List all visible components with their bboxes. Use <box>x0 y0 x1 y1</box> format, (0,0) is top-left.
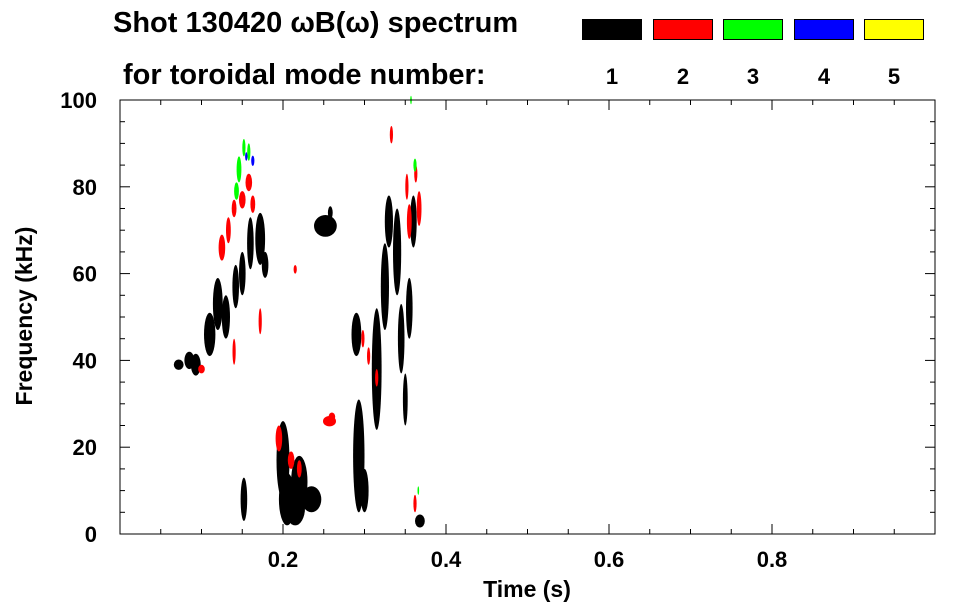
spectrum-data-layer <box>173 95 425 528</box>
spectrum-mark-mode-1-7 <box>239 251 246 296</box>
spectrum-mark-mode-1-8 <box>247 217 254 270</box>
spectrum-mark-mode-2-15 <box>361 330 365 348</box>
spectrum-mark-mode-2-0 <box>198 364 205 374</box>
chart-title-line1: Shot 130420 ωB(ω) spectrum <box>113 7 519 39</box>
spectrum-mark-mode-2-11 <box>296 460 302 478</box>
y-tick-label: 60 <box>73 262 97 287</box>
spectrum-mark-mode-1-27 <box>402 373 408 426</box>
y-tick-label: 40 <box>73 348 97 373</box>
spectrum-mark-mode-1-18 <box>327 206 333 220</box>
spectrum-mark-mode-2-14 <box>293 265 297 274</box>
spectrum-mark-mode-1-4 <box>212 278 223 330</box>
spectrum-mark-mode-2-5 <box>245 173 253 192</box>
spectrum-mark-mode-1-19 <box>351 312 362 357</box>
legend-label-mode-1: 1 <box>605 64 619 89</box>
spectrum-mark-mode-2-7 <box>232 338 236 365</box>
x-tick-label: 0.6 <box>594 547 625 572</box>
spectrum-mark-mode-2-13 <box>328 412 336 422</box>
spectrum-mark-mode-1-17 <box>314 215 337 237</box>
x-tick-label: 0.4 <box>431 547 462 572</box>
spectrum-mark-mode-2-22 <box>413 494 417 513</box>
spectrum-mark-mode-1-26 <box>397 304 405 374</box>
spectrum-mark-mode-1-6 <box>232 264 239 309</box>
legend-swatch-mode-4 <box>794 19 854 40</box>
spectrum-mark-mode-2-1 <box>218 234 226 261</box>
spectrum-mark-mode-1-29 <box>410 195 417 248</box>
x-tick-label: 0.2 <box>268 547 299 572</box>
spectrum-mark-mode-2-6 <box>250 195 256 213</box>
spectrum-mark-mode-2-9 <box>275 425 283 452</box>
legend-label-mode-3: 3 <box>746 64 760 89</box>
x-axis-title: Time (s) <box>483 576 571 602</box>
spectrum-mark-mode-1-25 <box>393 208 402 296</box>
spectrum-mark-mode-1-5 <box>221 295 230 339</box>
spectrum-mark-mode-4-1 <box>245 152 248 161</box>
spectrum-mark-mode-4-0 <box>251 155 255 166</box>
x-tick-label: 0.8 <box>757 547 788 572</box>
spectrum-mark-mode-1-11 <box>240 477 248 521</box>
legend-swatch-mode-1 <box>582 19 642 40</box>
legend-label-mode-2: 2 <box>676 64 690 89</box>
spectrum-mark-mode-2-8 <box>258 308 262 335</box>
spectrum-mark-mode-2-16 <box>367 347 371 365</box>
spectrum-mark-mode-2-23 <box>389 126 393 144</box>
spectrum-mark-mode-1-21 <box>360 468 369 513</box>
spectrum-mark-mode-2-2 <box>226 217 231 244</box>
spectrum-mark-mode-3-4 <box>413 158 417 172</box>
spectrum-mark-mode-2-18 <box>405 173 409 200</box>
spectrum-mark-mode-3-2 <box>247 143 251 161</box>
spectrum-mark-mode-2-3 <box>231 199 237 218</box>
y-axis-title: Frequency (kHz) <box>11 227 37 406</box>
spectrum-mark-mode-2-19 <box>406 204 412 239</box>
y-tick-label: 0 <box>85 522 97 547</box>
spectrum-mark-mode-2-4 <box>239 191 246 209</box>
legend-swatch-mode-3 <box>723 19 783 40</box>
y-tick-label: 80 <box>73 175 97 200</box>
spectrum-mark-mode-1-9 <box>255 212 266 265</box>
spectrum-mark-mode-1-0 <box>173 359 184 370</box>
spectrum-mark-mode-2-10 <box>287 451 295 469</box>
spectrum-mark-mode-3-1 <box>242 139 246 157</box>
spectrum-mark-mode-1-10 <box>261 251 269 278</box>
spectrum-mark-mode-1-3 <box>204 312 216 357</box>
legend-swatch-mode-2 <box>653 19 713 40</box>
y-tick-label: 100 <box>60 88 97 113</box>
legend-label-mode-4: 4 <box>817 64 831 89</box>
spectrum-mark-mode-1-23 <box>380 243 389 330</box>
plot-frame <box>119 99 936 535</box>
spectrum-mark-mode-1-16 <box>301 486 322 513</box>
legend-label-mode-5: 5 <box>887 64 901 89</box>
spectrum-mark-mode-2-17 <box>375 369 379 387</box>
spectrum-mark-mode-3-6 <box>417 486 420 495</box>
y-tick-label: 20 <box>73 435 97 460</box>
spectrum-mark-mode-3-3 <box>234 182 239 200</box>
chart-title-line2: for toroidal mode number: <box>123 59 486 91</box>
spectrum-mark-mode-1-28 <box>406 277 413 339</box>
spectrum-mark-mode-1-2 <box>190 353 201 376</box>
spectrum-mark-mode-2-21 <box>416 191 422 226</box>
axis-ticks <box>120 99 935 535</box>
spectrum-mark-mode-3-0 <box>236 156 242 183</box>
legend-swatch-mode-5 <box>864 19 924 40</box>
spectrum-mark-mode-1-30 <box>415 514 425 528</box>
spectrum-mark-mode-1-24 <box>384 195 393 248</box>
